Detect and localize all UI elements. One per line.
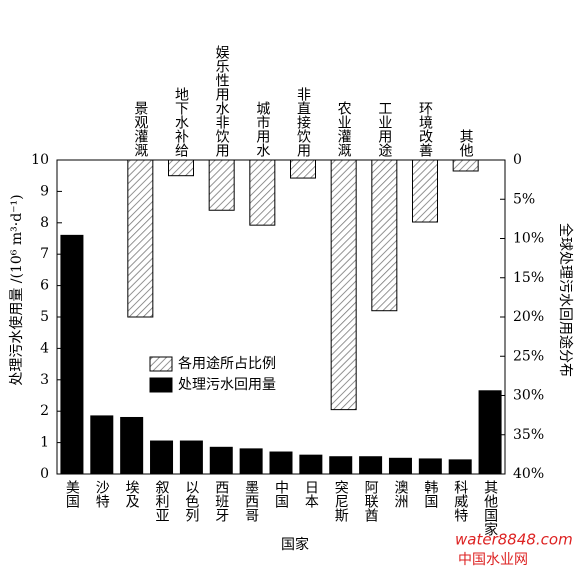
legend-swatch bbox=[149, 356, 173, 372]
x-tick-label: 日本 bbox=[303, 480, 319, 508]
bar bbox=[239, 448, 263, 475]
bar bbox=[412, 159, 438, 223]
bar bbox=[209, 446, 233, 475]
bar bbox=[330, 159, 357, 411]
legend-swatch bbox=[149, 377, 173, 393]
bar bbox=[371, 159, 398, 312]
bar bbox=[179, 440, 203, 475]
y-tick-label: 5 bbox=[40, 309, 49, 325]
x-tick-label: 其他国家 bbox=[482, 480, 498, 536]
y2-tick-label: 35% bbox=[513, 427, 544, 443]
x-tick-label: 突尼斯 bbox=[333, 480, 349, 523]
category-label: 地下水补给 bbox=[173, 87, 189, 157]
category-label: 其他 bbox=[458, 129, 474, 158]
category-label: 景观灌溉 bbox=[132, 101, 148, 158]
x-axis-label: 国家 bbox=[281, 536, 309, 553]
bar bbox=[127, 159, 154, 318]
y-tick-label: 7 bbox=[40, 246, 49, 262]
y2-tick-label: 5% bbox=[513, 191, 535, 207]
x-tick-label: 美国 bbox=[64, 480, 80, 508]
y2-tick-label: 20% bbox=[513, 309, 544, 325]
category-label: 娱乐性用水非饮用 bbox=[214, 45, 230, 158]
category-label: 农业灌溉 bbox=[336, 101, 352, 158]
x-tick-label: 沙特 bbox=[94, 480, 110, 508]
bar bbox=[168, 159, 194, 177]
bar bbox=[150, 440, 174, 475]
category-label: 工业用途 bbox=[376, 101, 392, 158]
bar bbox=[249, 159, 276, 226]
y-tick-label: 2 bbox=[40, 403, 49, 419]
category-label: 城市用水 bbox=[254, 101, 270, 157]
y2-tick-label: 0 bbox=[513, 152, 522, 168]
y2-tick-label: 15% bbox=[513, 270, 544, 286]
bar bbox=[329, 456, 353, 475]
legend-label: 处理污水回用量 bbox=[178, 377, 276, 393]
y-tick-label: 9 bbox=[40, 183, 49, 199]
bar bbox=[448, 459, 472, 475]
x-tick-label: 西班牙 bbox=[213, 480, 229, 523]
y2-tick-label: 30% bbox=[513, 388, 544, 404]
bar bbox=[208, 159, 235, 211]
x-tick-label: 澳洲 bbox=[392, 480, 408, 508]
y-tick-label: 10 bbox=[31, 152, 49, 168]
y2-tick-label: 10% bbox=[513, 231, 544, 247]
x-tick-label: 埃及 bbox=[124, 480, 140, 508]
y-tick-label: 3 bbox=[40, 372, 49, 388]
x-tick-label: 阿联酋 bbox=[363, 480, 379, 522]
x-tick-label: 叙利亚 bbox=[154, 479, 170, 522]
y-axis-label: 处理污水使用量 /(10⁶ m³·d⁻¹) bbox=[8, 194, 25, 385]
x-tick-label: 墨西哥 bbox=[243, 480, 259, 522]
bar bbox=[388, 457, 412, 475]
legend-label: 各用途所占比例 bbox=[178, 355, 276, 372]
x-tick-label: 以色列 bbox=[183, 480, 199, 523]
bar bbox=[359, 456, 383, 475]
x-tick-label: 中国 bbox=[273, 480, 289, 508]
x-tick-label: 韩国 bbox=[422, 480, 438, 508]
bar bbox=[478, 390, 502, 475]
bar bbox=[90, 415, 114, 475]
category-label: 非直接饮用 bbox=[295, 87, 311, 158]
y2-tick-label: 40% bbox=[513, 466, 544, 482]
bar bbox=[269, 451, 293, 475]
y-tick-label: 6 bbox=[40, 278, 49, 294]
bar bbox=[60, 234, 84, 475]
bar bbox=[418, 458, 442, 475]
y-tick-label: 0 bbox=[40, 466, 49, 482]
bar bbox=[290, 159, 316, 179]
x-tick-label: 科威特 bbox=[452, 480, 468, 522]
y-tick-label: 8 bbox=[40, 215, 49, 231]
y2-axis-label: 全球处理污水回用途分布 bbox=[557, 223, 574, 377]
y2-tick-label: 25% bbox=[513, 348, 544, 364]
y-tick-label: 1 bbox=[40, 435, 49, 451]
y-tick-label: 4 bbox=[40, 340, 49, 356]
watermark-name: 中国水业网 bbox=[458, 552, 528, 568]
bar bbox=[299, 454, 323, 475]
bar bbox=[120, 416, 144, 475]
bar bbox=[452, 159, 479, 172]
category-label: 环境改善 bbox=[417, 101, 433, 157]
watermark-brand: water8848.com bbox=[455, 531, 573, 549]
